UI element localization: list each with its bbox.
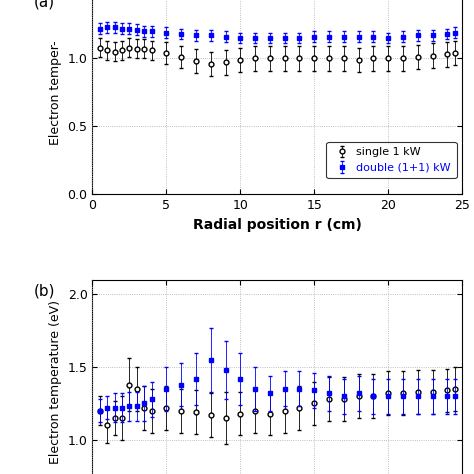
Y-axis label: Electron temper-: Electron temper- xyxy=(49,40,62,145)
Y-axis label: Electron temperature (eV): Electron temperature (eV) xyxy=(49,300,62,464)
X-axis label: Radial position r (cm): Radial position r (cm) xyxy=(193,218,362,232)
Text: (a): (a) xyxy=(33,0,55,9)
Text: (b): (b) xyxy=(33,284,55,299)
Legend: single 1 kW, double (1+1) kW: single 1 kW, double (1+1) kW xyxy=(327,142,456,179)
